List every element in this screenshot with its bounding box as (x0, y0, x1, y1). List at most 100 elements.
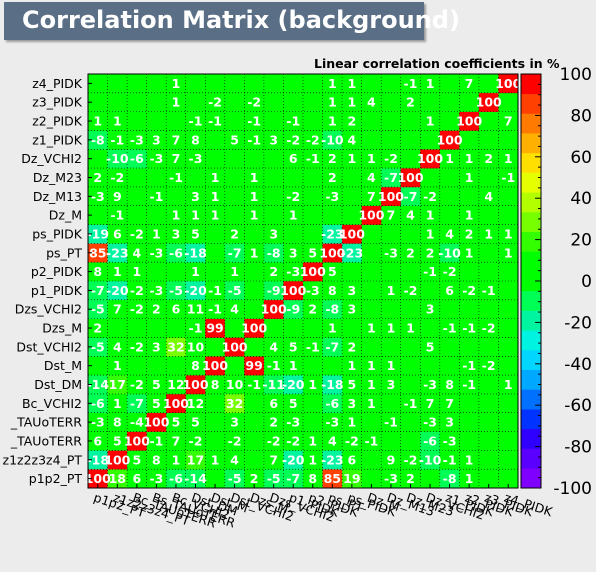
cell-value-label: 1 (504, 245, 513, 260)
heatmap-cell (224, 186, 245, 207)
heatmap-cell (361, 469, 382, 489)
cell-value-label: -1 (149, 189, 163, 204)
cell-value-label: 2 (348, 339, 357, 354)
heatmap-cell (303, 375, 323, 395)
heatmap-cell (400, 412, 421, 432)
cell-value-label: -1 (247, 377, 261, 392)
cell-value-label: 5 (133, 452, 142, 467)
heatmap-cell (303, 130, 323, 150)
heatmap-cell (342, 262, 362, 282)
heatmap-cell (459, 262, 480, 282)
heatmap-cell (88, 318, 108, 338)
heatmap-cell (146, 262, 167, 282)
cell-value-label: 1 (172, 208, 181, 223)
heatmap-cell (244, 168, 265, 188)
cell-value-label: 1 (387, 321, 396, 336)
heatmap-cell (244, 111, 265, 131)
cell-value-label: 1 (211, 170, 220, 185)
heatmap-cell (146, 412, 167, 432)
cell-value-label: 7 (387, 208, 396, 223)
heatmap-cell (263, 111, 284, 131)
color-scale-label: 80 (570, 106, 592, 126)
color-scale-label: -60 (564, 396, 592, 416)
heatmap-cell (478, 469, 499, 489)
cell-value-label: 100 (437, 132, 463, 147)
cell-value-label: -1 (306, 151, 320, 166)
cell-value-label: 5 (230, 132, 239, 147)
cell-value-label: 1 (465, 471, 474, 486)
cell-value-label: -1 (267, 358, 281, 373)
cell-value-label: 1 (484, 226, 493, 241)
cell-value-label: -23 (341, 245, 364, 260)
heatmap-cell (498, 450, 519, 470)
cell-value-label: 5 (289, 339, 298, 354)
heatmap-cell (205, 281, 226, 301)
heatmap-cell (205, 337, 226, 357)
heatmap-cell (420, 262, 441, 282)
heatmap-cell (420, 318, 441, 338)
cell-value-label: 1 (465, 151, 474, 166)
color-scale-label: 60 (570, 148, 592, 168)
color-scale-segment (521, 251, 541, 272)
cell-value-label: 100 (339, 226, 365, 241)
heatmap-cell (127, 168, 147, 188)
cell-value-label: -3 (286, 264, 300, 279)
heatmap-cell (498, 337, 519, 357)
cell-value-label: 1 (328, 114, 337, 129)
heatmap-cell (361, 168, 382, 188)
heatmap-cell (166, 450, 187, 470)
heatmap-cell (439, 450, 460, 470)
cell-value-label: -2 (384, 151, 398, 166)
heatmap-cell (146, 74, 167, 94)
cell-value-label: -1 (501, 170, 515, 185)
cell-value-label: 2 (269, 264, 278, 279)
heatmap-cell (361, 356, 382, 376)
heatmap-cell (361, 375, 382, 395)
cell-value-label: 1 (367, 358, 376, 373)
heatmap-cell (303, 281, 323, 301)
cell-value-label: 7 (367, 189, 376, 204)
cell-value-label: 2 (484, 151, 493, 166)
cell-value-label: 1 (113, 358, 122, 373)
heatmap-cell (361, 281, 382, 301)
heatmap-cell (439, 356, 460, 376)
cell-value-label: 1 (250, 189, 259, 204)
heatmap-cell (459, 431, 480, 451)
heatmap-cell (127, 243, 147, 263)
cell-value-label: 2 (230, 226, 239, 241)
heatmap-cell (400, 92, 421, 112)
heatmap-cell (166, 130, 187, 150)
color-scale-segment (521, 113, 541, 134)
heatmap-cell (244, 318, 265, 338)
heatmap-cell (185, 318, 206, 338)
cell-value-label: 85 (324, 471, 341, 486)
cell-value-label: -7 (228, 245, 242, 260)
cell-value-label: 3 (348, 283, 357, 298)
heatmap-cell (107, 299, 128, 319)
heatmap-cell (146, 92, 167, 112)
heatmap-cell (244, 186, 265, 207)
heatmap-cell (205, 412, 226, 432)
heatmap-cell (88, 130, 108, 150)
heatmap-cell (127, 281, 147, 301)
heatmap-cell (263, 74, 284, 94)
heatmap-cell (478, 393, 499, 414)
heatmap-cell (185, 130, 206, 150)
heatmap-cell (283, 224, 304, 244)
cell-value-label: -3 (189, 151, 203, 166)
heatmap-cell (107, 393, 128, 414)
heatmap-cell (400, 262, 421, 282)
heatmap-cell (263, 92, 284, 112)
heatmap-cell (459, 205, 480, 225)
heatmap-cell (205, 450, 226, 470)
heatmap-cell (459, 74, 480, 94)
cell-value-label: 3 (172, 226, 181, 241)
cell-value-label: 6 (113, 226, 122, 241)
heatmap-cell (127, 111, 147, 131)
cell-value-label: 1 (191, 208, 200, 223)
heatmap-cell (459, 356, 480, 376)
color-scale-label: 0 (581, 272, 592, 292)
cell-value-label: 2 (250, 471, 259, 486)
cell-value-label: 6 (289, 151, 298, 166)
cell-value-label: 2 (465, 226, 474, 241)
